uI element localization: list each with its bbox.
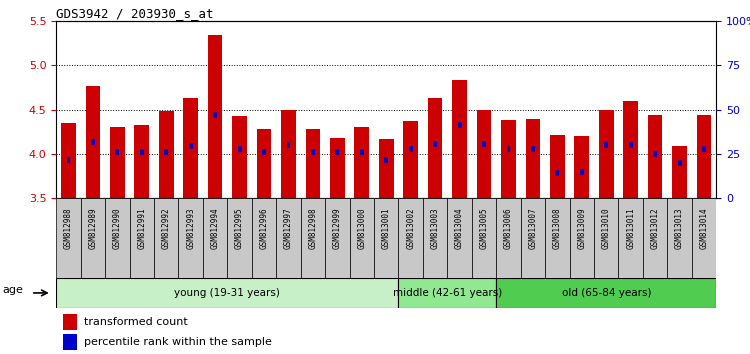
Text: transformed count: transformed count	[84, 317, 188, 327]
Text: GSM812989: GSM812989	[88, 208, 98, 250]
Text: young (19-31 years): young (19-31 years)	[175, 288, 280, 298]
Bar	[301, 198, 326, 278]
Text: GSM812998: GSM812998	[308, 208, 317, 250]
Text: GSM812993: GSM812993	[186, 208, 195, 250]
Bar	[427, 98, 442, 198]
Text: GSM812997: GSM812997	[284, 208, 293, 250]
Bar	[447, 198, 472, 278]
Text: GSM813009: GSM813009	[578, 208, 586, 250]
Text: GDS3942 / 203930_s_at: GDS3942 / 203930_s_at	[56, 7, 214, 20]
Bar	[330, 138, 345, 198]
Bar	[203, 198, 227, 278]
Bar	[62, 123, 76, 198]
Text: GSM813014: GSM813014	[700, 208, 709, 250]
Text: middle (42-61 years): middle (42-61 years)	[393, 288, 502, 298]
Bar	[472, 198, 496, 278]
Text: GSM813005: GSM813005	[479, 208, 488, 250]
Text: GSM812990: GSM812990	[112, 208, 122, 250]
Bar	[526, 120, 540, 198]
Bar	[63, 334, 77, 350]
Text: GSM812996: GSM812996	[260, 208, 268, 250]
Text: old (65-84 years): old (65-84 years)	[562, 288, 651, 298]
Text: GSM812994: GSM812994	[211, 208, 220, 250]
Text: GSM812991: GSM812991	[137, 208, 146, 250]
Bar	[252, 198, 276, 278]
Text: GSM813006: GSM813006	[504, 208, 513, 250]
Bar	[232, 116, 247, 198]
Text: GSM812992: GSM812992	[162, 208, 171, 250]
Bar	[619, 198, 643, 278]
Bar	[643, 198, 668, 278]
Bar	[130, 198, 154, 278]
Bar	[350, 198, 374, 278]
Text: GSM812999: GSM812999	[333, 208, 342, 250]
Bar	[545, 198, 569, 278]
Text: GSM813000: GSM813000	[357, 208, 366, 250]
Bar	[183, 98, 198, 198]
Bar	[178, 198, 203, 278]
Bar	[398, 198, 423, 278]
Text: GSM813003: GSM813003	[430, 208, 439, 250]
Bar	[574, 136, 590, 198]
Bar	[550, 136, 565, 198]
Bar	[256, 129, 272, 198]
Bar	[105, 198, 130, 278]
Bar	[281, 110, 296, 198]
Text: GSM813013: GSM813013	[675, 208, 684, 250]
Bar	[404, 121, 418, 198]
Bar	[305, 129, 320, 198]
Text: GSM813007: GSM813007	[529, 208, 538, 250]
Bar	[134, 125, 149, 198]
Bar	[520, 198, 545, 278]
Bar	[86, 86, 100, 198]
Bar	[398, 278, 496, 308]
Bar	[648, 115, 662, 198]
Bar	[154, 198, 178, 278]
Text: GSM813001: GSM813001	[382, 208, 391, 250]
Text: GSM813012: GSM813012	[651, 208, 660, 250]
Bar	[599, 110, 613, 198]
Bar	[501, 120, 516, 198]
Bar	[110, 127, 125, 198]
Bar	[672, 146, 687, 198]
Bar	[56, 278, 398, 308]
Text: percentile rank within the sample: percentile rank within the sample	[84, 337, 272, 347]
Bar	[355, 127, 369, 198]
Text: GSM812995: GSM812995	[235, 208, 244, 250]
Bar	[692, 198, 716, 278]
Text: GSM813011: GSM813011	[626, 208, 635, 250]
Text: GSM813010: GSM813010	[602, 208, 610, 250]
Bar	[496, 278, 716, 308]
Bar	[159, 110, 173, 198]
Text: age: age	[3, 285, 24, 295]
Bar	[423, 198, 447, 278]
Bar	[56, 198, 81, 278]
Bar	[374, 198, 398, 278]
Bar	[276, 198, 301, 278]
Bar	[623, 101, 638, 198]
Bar	[496, 198, 520, 278]
Bar	[594, 198, 619, 278]
Text: GSM813004: GSM813004	[455, 208, 464, 250]
Bar	[227, 198, 252, 278]
Text: GSM813002: GSM813002	[406, 208, 416, 250]
Bar	[63, 314, 77, 330]
Bar	[452, 80, 467, 198]
Bar	[668, 198, 692, 278]
Bar	[81, 198, 105, 278]
Bar	[569, 198, 594, 278]
Bar	[379, 139, 394, 198]
Bar	[208, 35, 223, 198]
Bar	[477, 110, 491, 198]
Text: GSM813008: GSM813008	[553, 208, 562, 250]
Bar	[326, 198, 350, 278]
Bar	[697, 115, 711, 198]
Text: GSM812988: GSM812988	[64, 208, 73, 250]
